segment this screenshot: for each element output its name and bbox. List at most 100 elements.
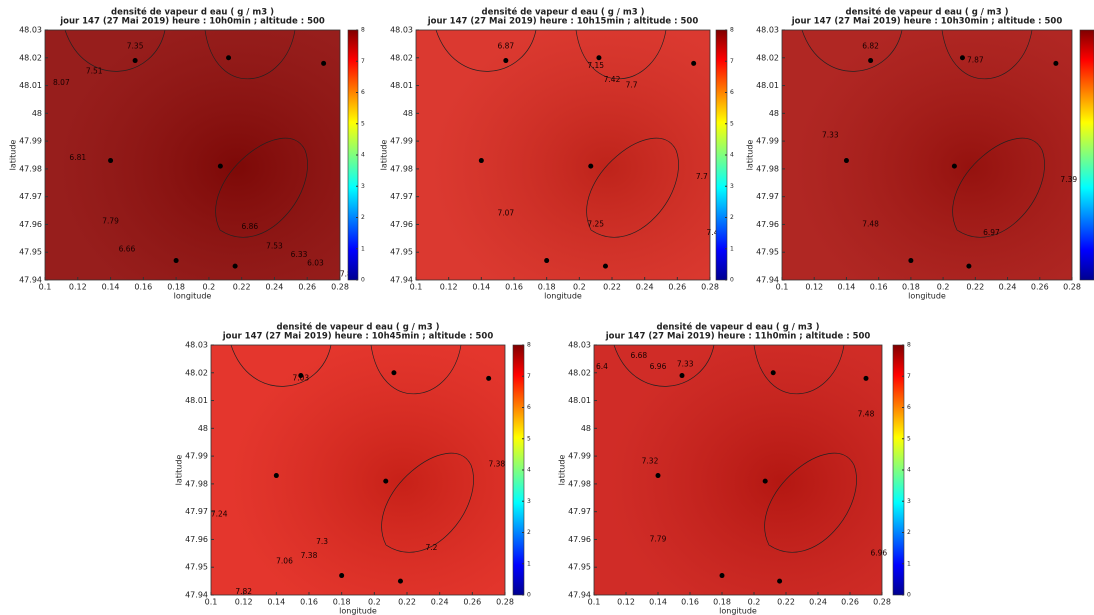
y-tick-label: 48.01 [390,81,413,90]
x-tick-label: 0.28 [701,283,719,292]
y-tick-label: 47.94 [568,591,591,600]
field-shade [45,30,340,280]
contour-label: 7.32 [642,457,659,466]
y-axis-label: latitude [9,140,18,171]
y-tick-label: 48.03 [756,26,779,35]
contour-label: 7.15 [587,61,604,70]
contour-line [215,137,308,238]
x-axis-label: longitude [544,292,582,301]
colorbar-tick-label: 5 [730,120,734,127]
contour-line [613,344,715,387]
x-tick-label: 0.14 [472,283,490,292]
contour-label: 7.38 [301,551,318,560]
x-tick-label: 0.1 [39,283,52,292]
chart-title: densité de vapeur d eau ( g / m3 ) [657,322,820,333]
y-tick-label: 47.99 [756,137,779,146]
y-tick-label: 47.99 [568,452,591,461]
x-tick-label: 0.18 [538,283,556,292]
x-tick-label: 0.18 [902,283,920,292]
y-tick-label: 47.96 [756,220,779,229]
y-axis-label: latitude [746,140,755,171]
y-tick-label: 48.02 [185,368,208,377]
x-tick-label: 0.28 [1063,283,1081,292]
plot-frame [593,344,883,596]
contour-line [941,29,1033,80]
station-point [966,263,972,269]
station-point [719,573,725,579]
x-tick-label: 0.28 [496,598,514,607]
station-point [503,58,509,64]
y-tick-label: 47.99 [185,452,208,461]
x-tick-label: 0.14 [838,283,856,292]
x-tick-label: 0.2 [203,283,216,292]
field-shade [782,30,1072,280]
x-tick-label: 0.18 [713,598,731,607]
contour-label: 6.81 [69,153,86,162]
station-point [478,158,484,164]
x-tick-label: 0.26 [1031,283,1049,292]
y-tick-label: 47.95 [185,563,208,572]
y-tick-label: 47.95 [390,248,413,257]
colorbar-tick-label: 7 [361,58,365,65]
y-tick-label: 47.97 [756,192,779,201]
x-tick-label: 0.16 [300,598,318,607]
colorbar-tick-label: 4 [361,152,365,159]
x-axis-label: longitude [719,607,757,615]
station-point [691,60,697,66]
y-tick-label: 48 [198,424,208,433]
colorbar-tick-label: 0 [361,277,365,284]
colorbar-tick-label: 1 [907,560,911,567]
station-point [596,55,602,61]
y-tick-label: 48.01 [19,81,42,90]
colorbar-tick-label: 4 [907,467,911,474]
y-tick-label: 47.97 [568,507,591,516]
x-tick-label: 0.2 [573,283,586,292]
x-tick-label: 0.28 [873,598,891,607]
chart-title: densité de vapeur d eau ( g / m3 ) [111,7,274,18]
y-tick-label: 47.97 [390,192,413,201]
y-tick-label: 47.97 [185,507,208,516]
x-tick-label: 0.26 [668,283,686,292]
chart-subtitle: jour 147 (27 Mai 2019) heure : 11h0min ;… [605,332,871,342]
contour-label: 7.82 [235,587,252,596]
x-tick-label: 0.14 [649,598,667,607]
y-tick-label: 48.02 [19,53,42,62]
station-point [108,158,114,164]
colorbar-tick-label: 3 [730,183,734,190]
y-tick-label: 47.94 [19,276,42,285]
colorbar-tick-label: 7 [730,58,734,65]
chart-title: densité de vapeur d eau ( g / m3 ) [846,7,1009,18]
colorbar-tick-label: 2 [730,214,734,221]
colorbar-tick-label: 5 [527,435,531,442]
plot-frame [415,29,711,281]
station-point [863,375,869,381]
y-tick-label: 48.02 [756,53,779,62]
x-tick-label: 0.12 [440,283,458,292]
contour-line [801,29,903,72]
colorbar-tick-label: 1 [730,245,734,252]
chart-title: densité de vapeur d eau ( g / m3 ) [482,7,645,18]
station-point [679,373,685,379]
station-point [770,370,776,376]
y-tick-label: 48.03 [568,341,591,350]
contour-label: 8.07 [53,78,70,87]
station-point [217,163,223,169]
contour-label: 7.2 [426,543,438,552]
chart-subtitle: jour 147 (27 Mai 2019) heure : 10h30min … [791,17,1063,27]
contour-label: 7.24 [211,509,228,518]
station-point [321,60,327,66]
x-tick-label: 0.28 [331,283,349,292]
colorbar-tick-label: 6 [730,89,734,96]
contour-label: 6.86 [242,222,259,231]
contour-label: 6.87 [497,42,514,51]
x-tick-label: 0.12 [617,598,635,607]
station-point [959,55,965,61]
contour-label: 7.48 [862,219,879,228]
contour-label: 7.53 [266,242,283,251]
y-tick-label: 48 [769,109,779,118]
contour-label: 7.48 [858,409,875,418]
chart-subtitle: jour 147 (27 Mai 2019) heure : 10h45min … [222,332,494,342]
plot-frame [781,29,1073,281]
x-tick-label: 0.22 [777,598,795,607]
